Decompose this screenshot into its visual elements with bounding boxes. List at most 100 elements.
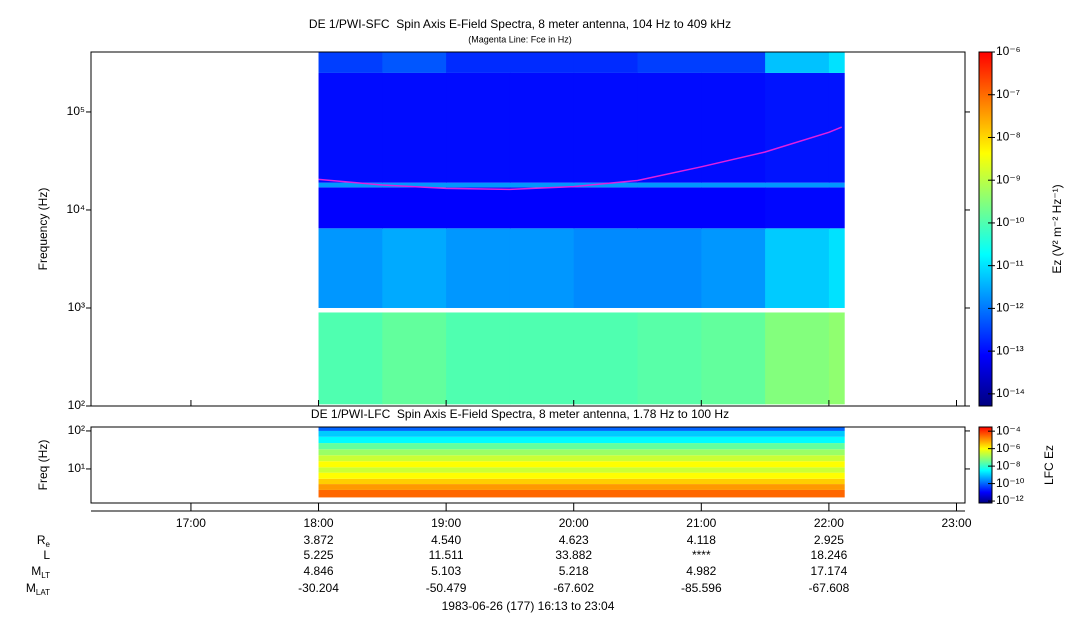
spectrogram-cell	[765, 312, 830, 405]
spectrogram-cell	[765, 187, 830, 229]
colorbar-tick-label: 10⁻⁶	[996, 44, 1021, 58]
spectrogram-cell	[318, 449, 845, 456]
spectrogram-cell	[701, 187, 766, 229]
colorbar-tick-label: 10⁻⁸	[996, 130, 1021, 144]
colorbar	[978, 426, 993, 504]
spectrogram-cell	[446, 312, 511, 405]
colorbar-tick-label: 10⁻⁸	[996, 458, 1021, 472]
colorbar-tick-label: 10⁻⁷	[996, 87, 1020, 101]
spectrogram-cell	[637, 72, 702, 183]
spectrogram-cell	[509, 182, 575, 188]
spectrogram-cell	[318, 467, 845, 473]
y-axis-label: Freq (Hz)	[36, 440, 50, 491]
ephemeris-value: 17.174	[811, 564, 848, 578]
spectrogram-cell	[637, 312, 702, 405]
spectrogram-cell	[318, 187, 383, 229]
spectrogram-cell	[446, 228, 511, 308]
ephemeris-value: -30.204	[298, 581, 339, 595]
ephemeris-value: 18.246	[811, 548, 848, 562]
spectrogram-cell	[509, 187, 575, 229]
spectrogram-cell	[318, 489, 845, 498]
ephemeris-value: 4.846	[304, 564, 334, 578]
spectrogram-cell	[637, 182, 702, 188]
spectrogram-cell	[701, 228, 766, 308]
colorbar	[978, 51, 993, 407]
spectrogram-cell	[318, 312, 383, 405]
x-tick-label: 21:00	[686, 516, 716, 530]
ephemeris-label: MLT	[31, 564, 50, 580]
spectrogram-cell	[765, 182, 830, 188]
ephemeris-value: 2.925	[814, 533, 844, 547]
fce-line	[318, 126, 842, 191]
spectrogram-cell	[382, 187, 447, 229]
spectrogram-cell	[828, 312, 845, 405]
ephemeris-value: 4.623	[559, 533, 589, 547]
colorbar-tick-label: 10⁻⁶	[996, 441, 1021, 455]
ephemeris-value: 3.872	[304, 533, 334, 547]
ephemeris-value: 5.218	[559, 564, 589, 578]
spectrogram-cell	[382, 312, 447, 405]
spectrogram-cell	[509, 312, 575, 405]
ephemeris-label-main: L	[43, 548, 50, 562]
ephemeris-value: 5.103	[431, 564, 461, 578]
ephemeris-label: MLAT	[26, 581, 50, 597]
colorbar-tick-label: 10⁻⁴	[996, 423, 1021, 437]
ephemeris-label-main: M	[26, 581, 36, 595]
ephemeris-label-main: R	[37, 533, 46, 547]
spectrogram-cell	[509, 72, 575, 183]
spectrogram-cell	[765, 228, 830, 308]
spectrogram-cell	[382, 228, 447, 308]
y-tick-label: 10⁵	[67, 104, 85, 118]
spectrogram-cell	[701, 72, 766, 183]
spectrogram-cell	[446, 187, 511, 229]
plot-frame	[90, 51, 966, 407]
spectrogram-cell	[509, 228, 575, 308]
ephemeris-value: -50.479	[426, 581, 467, 595]
ephemeris-value: 11.511	[429, 548, 464, 562]
y-tick-label: 10²	[68, 398, 85, 412]
spectrogram-cell	[573, 312, 639, 405]
spectrogram-cell	[701, 312, 766, 405]
colorbar-tick-label: 10⁻¹³	[996, 343, 1024, 357]
colorbar-tick-label: 10⁻¹⁰	[996, 215, 1025, 229]
spectrogram-cell	[318, 484, 845, 490]
spectrogram-cell	[382, 182, 447, 188]
ephemeris-label-sub: LT	[41, 571, 50, 580]
spectrogram-cell	[828, 52, 845, 73]
ephemeris-value: 5.225	[304, 548, 334, 562]
colorbar-tick-label: 10⁻¹²	[996, 301, 1024, 315]
spectrogram-cell	[573, 52, 639, 73]
ephemeris-value: 4.982	[686, 564, 716, 578]
spectrogram-cell	[701, 182, 766, 188]
colorbar-tick-label: 10⁻¹⁴	[996, 386, 1025, 400]
spectrogram-cell	[318, 228, 383, 308]
spectrogram-cell	[446, 72, 511, 183]
ephemeris-value: 33.882	[555, 548, 592, 562]
x-tick-label: 20:00	[559, 516, 589, 530]
x-tick-label: 17:00	[176, 516, 206, 530]
spectrogram-cell	[318, 472, 845, 479]
spectrogram-cell	[446, 182, 511, 188]
spectrogram-cell	[318, 72, 383, 183]
spectrogram-cell	[382, 72, 447, 183]
chart-subtitle: (Magenta Line: Fce in Hz)	[468, 34, 572, 44]
spectrogram-cell	[318, 430, 845, 437]
spectrogram-cell	[828, 182, 845, 188]
spectrogram-cell	[701, 52, 766, 73]
ephemeris-label-main: M	[31, 564, 41, 578]
x-tick-label: 19:00	[431, 516, 461, 530]
spectrogram-cell	[318, 443, 845, 450]
ephemeris-value: 4.118	[687, 533, 716, 547]
spectrogram-cell	[318, 182, 383, 188]
spectrogram-cell	[828, 187, 845, 229]
spectrogram-cell	[318, 478, 845, 485]
y-tick-label: 10³	[68, 300, 85, 314]
spectrogram-cell	[637, 52, 702, 73]
y-tick-label: 10²	[68, 423, 85, 437]
ephemeris-value: ****	[692, 548, 711, 562]
colorbar-tick-label: 10⁻¹¹	[996, 258, 1024, 272]
x-tick-label: 18:00	[304, 516, 334, 530]
spectrogram-cell	[318, 52, 383, 73]
x-tick-label: 23:00	[941, 516, 971, 530]
ephemeris-label-sub: e	[46, 540, 51, 549]
